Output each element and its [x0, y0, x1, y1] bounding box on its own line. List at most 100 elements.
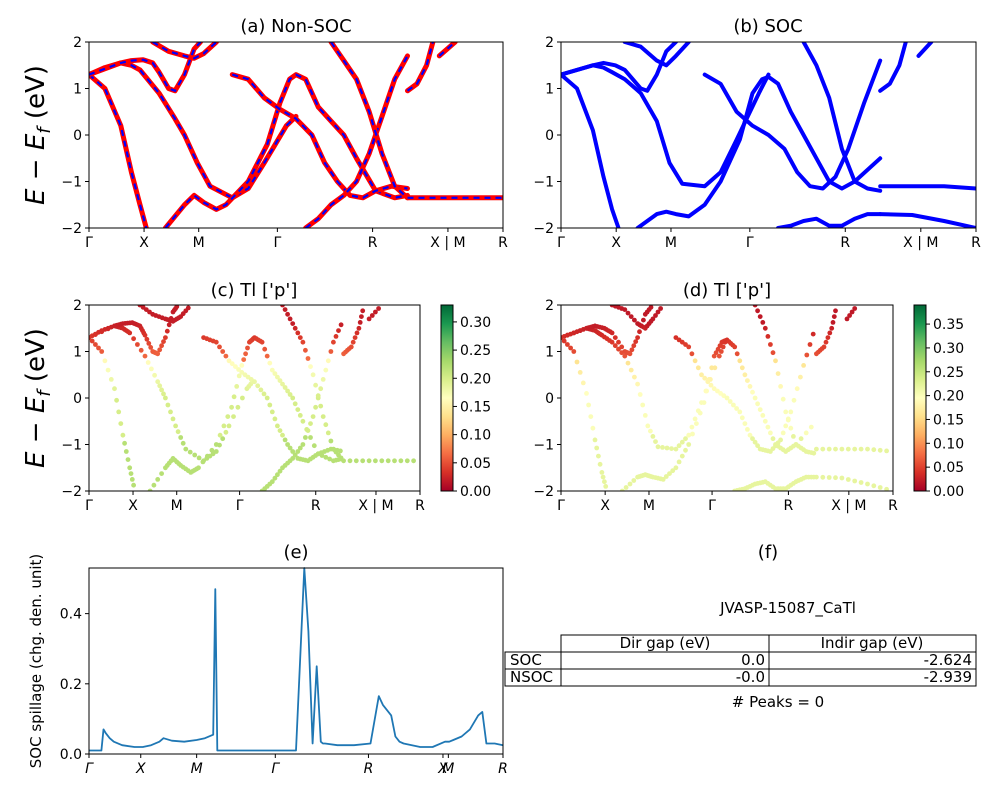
projection-point	[561, 338, 567, 344]
projection-point	[277, 468, 283, 474]
projection-point	[373, 458, 378, 464]
projection-point	[315, 393, 321, 399]
projection-point	[234, 384, 240, 389]
y-tick-label: −1	[533, 438, 554, 454]
projection-point	[290, 449, 296, 454]
x-tick-label: Γ	[708, 498, 716, 514]
projection-point	[155, 351, 161, 357]
projection-point	[599, 470, 605, 475]
projection-point	[185, 305, 191, 311]
projection-point	[303, 435, 308, 440]
x-tick-label: X	[135, 761, 146, 777]
projection-point	[724, 395, 730, 401]
projection-point	[272, 475, 278, 481]
projection-point	[858, 480, 864, 485]
projection-point	[811, 450, 817, 456]
table-row-soc-label: SOC	[510, 651, 542, 669]
projection-point	[392, 458, 397, 464]
projection-point	[99, 329, 105, 335]
projection-point	[333, 334, 339, 339]
projection-point	[577, 328, 583, 333]
projection-point	[590, 425, 596, 431]
projection-point	[127, 330, 133, 336]
projection-point	[290, 321, 296, 326]
projection-point	[352, 335, 358, 340]
projection-point	[369, 313, 375, 318]
x-tick-label: X | M	[903, 235, 938, 251]
projection-point	[574, 359, 580, 365]
projection-point	[808, 424, 814, 430]
panel-f-title: (f)	[758, 542, 778, 563]
projection-point	[360, 458, 366, 464]
projection-point	[631, 478, 637, 483]
panel-c-colorbar	[440, 304, 454, 492]
y-tick-label: 2	[545, 298, 554, 314]
projection-point	[295, 407, 301, 412]
projection-point	[760, 413, 766, 418]
band-line	[801, 42, 883, 193]
projection-point	[600, 474, 606, 480]
colorbar-tick-label: 0.35	[933, 317, 964, 333]
projection-point	[801, 363, 806, 368]
projection-point	[788, 425, 794, 431]
projection-point	[820, 474, 826, 480]
projection-point	[359, 314, 364, 319]
projection-point	[295, 330, 301, 336]
panel-a-plot	[89, 42, 503, 228]
x-tick-label: Γ	[85, 235, 93, 251]
projection-point	[732, 344, 738, 350]
projection-point	[577, 370, 583, 375]
projection-point	[292, 452, 298, 458]
x-tick-label: Γ	[746, 235, 754, 251]
projection-point	[96, 345, 101, 351]
projection-point	[366, 316, 372, 322]
x-tick-label: Γ	[273, 235, 281, 251]
projection-point	[827, 330, 833, 336]
x-tick-label: X | M	[831, 498, 866, 514]
y-tick-label: 0.4	[60, 607, 82, 623]
projection-point	[338, 448, 343, 454]
projection-point	[704, 388, 709, 394]
projection-point	[93, 332, 98, 337]
projection-point	[178, 435, 184, 440]
projection-point	[341, 458, 346, 464]
projection-point	[327, 456, 332, 462]
projection-point	[292, 401, 298, 407]
projection-point	[325, 430, 331, 436]
projection-point	[667, 471, 672, 476]
projection-point	[619, 344, 625, 350]
projection-point	[300, 418, 306, 424]
projection-point	[755, 308, 760, 314]
projection-point	[609, 339, 615, 345]
projection-point	[161, 339, 166, 344]
projection-point	[755, 443, 760, 449]
projection-point	[571, 330, 577, 336]
projection-point	[245, 345, 250, 351]
projection-point	[135, 342, 140, 347]
projection-point	[785, 417, 791, 423]
projection-point	[845, 446, 851, 452]
projection-point	[196, 465, 201, 471]
projection-point	[686, 344, 692, 350]
projection-point	[745, 427, 750, 432]
projection-point	[170, 416, 176, 422]
projection-point	[174, 305, 180, 310]
x-tick-label: X	[128, 498, 138, 514]
projection-point	[313, 382, 318, 388]
projection-point	[149, 366, 154, 372]
projection-point	[295, 449, 301, 454]
projection-point	[686, 432, 692, 438]
projection-point	[798, 436, 804, 442]
x-tick-label: R	[784, 498, 794, 514]
projection-point	[264, 395, 270, 401]
projection-point	[814, 446, 819, 452]
projection-point	[609, 330, 615, 336]
y-tick-label: −2	[533, 221, 554, 237]
projection-point	[814, 474, 819, 480]
y-tick-label: 2	[545, 35, 554, 51]
x-tick-label: M	[171, 498, 183, 514]
projection-point	[366, 458, 372, 464]
y-tick-label: −1	[533, 175, 554, 191]
projection-point	[252, 379, 257, 385]
